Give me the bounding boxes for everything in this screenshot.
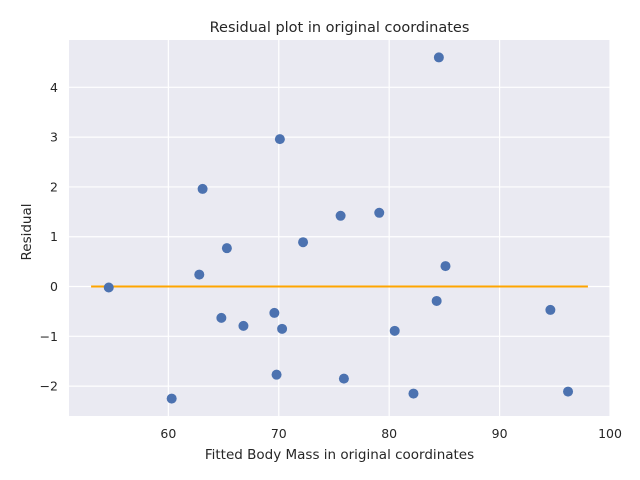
plot-area-background [69,40,610,416]
x-tick-label: 90 [492,426,508,441]
y-tick-label: 1 [50,229,58,244]
scatter-point [238,320,249,331]
scatter-point [433,52,444,63]
scatter-point [274,134,285,145]
scatter-point [166,393,177,404]
scatter-point [194,269,205,280]
scatter-point [338,373,349,384]
chart-title: Residual plot in original coordinates [210,20,470,36]
scatter-point [440,261,451,272]
scatter-point [277,323,288,334]
y-tick-label: 4 [50,80,58,95]
y-tick-label: 0 [50,279,58,294]
tick-labels: 60 70 80 90 100 −2 −1 0 1 2 3 4 [40,80,622,441]
x-tick-label: 70 [271,426,287,441]
scatter-point [269,307,280,318]
scatter-point [563,386,574,397]
x-tick-label: 80 [381,426,397,441]
grid-lines [69,40,611,416]
data-points [103,52,574,404]
scatter-point [103,282,114,293]
scatter-point [298,237,309,248]
y-tick-label: 2 [50,179,58,194]
scatter-point [545,304,556,315]
scatter-point [197,183,208,194]
y-tick-label: −2 [40,379,58,394]
y-axis-label: Residual [19,203,35,260]
scatter-point [389,325,400,336]
x-tick-label: 60 [160,426,176,441]
scatter-point [271,369,282,380]
x-axis-label: Fitted Body Mass in original coordinates [205,447,474,463]
scatter-point [374,207,385,218]
scatter-point [431,295,442,306]
scatter-point [216,312,227,323]
scatter-point [408,388,419,399]
scatter-point [221,243,232,254]
y-tick-label: 3 [50,130,58,145]
x-tick-label: 100 [598,426,622,441]
y-tick-label: −1 [40,329,58,344]
scatter-point [335,210,346,221]
